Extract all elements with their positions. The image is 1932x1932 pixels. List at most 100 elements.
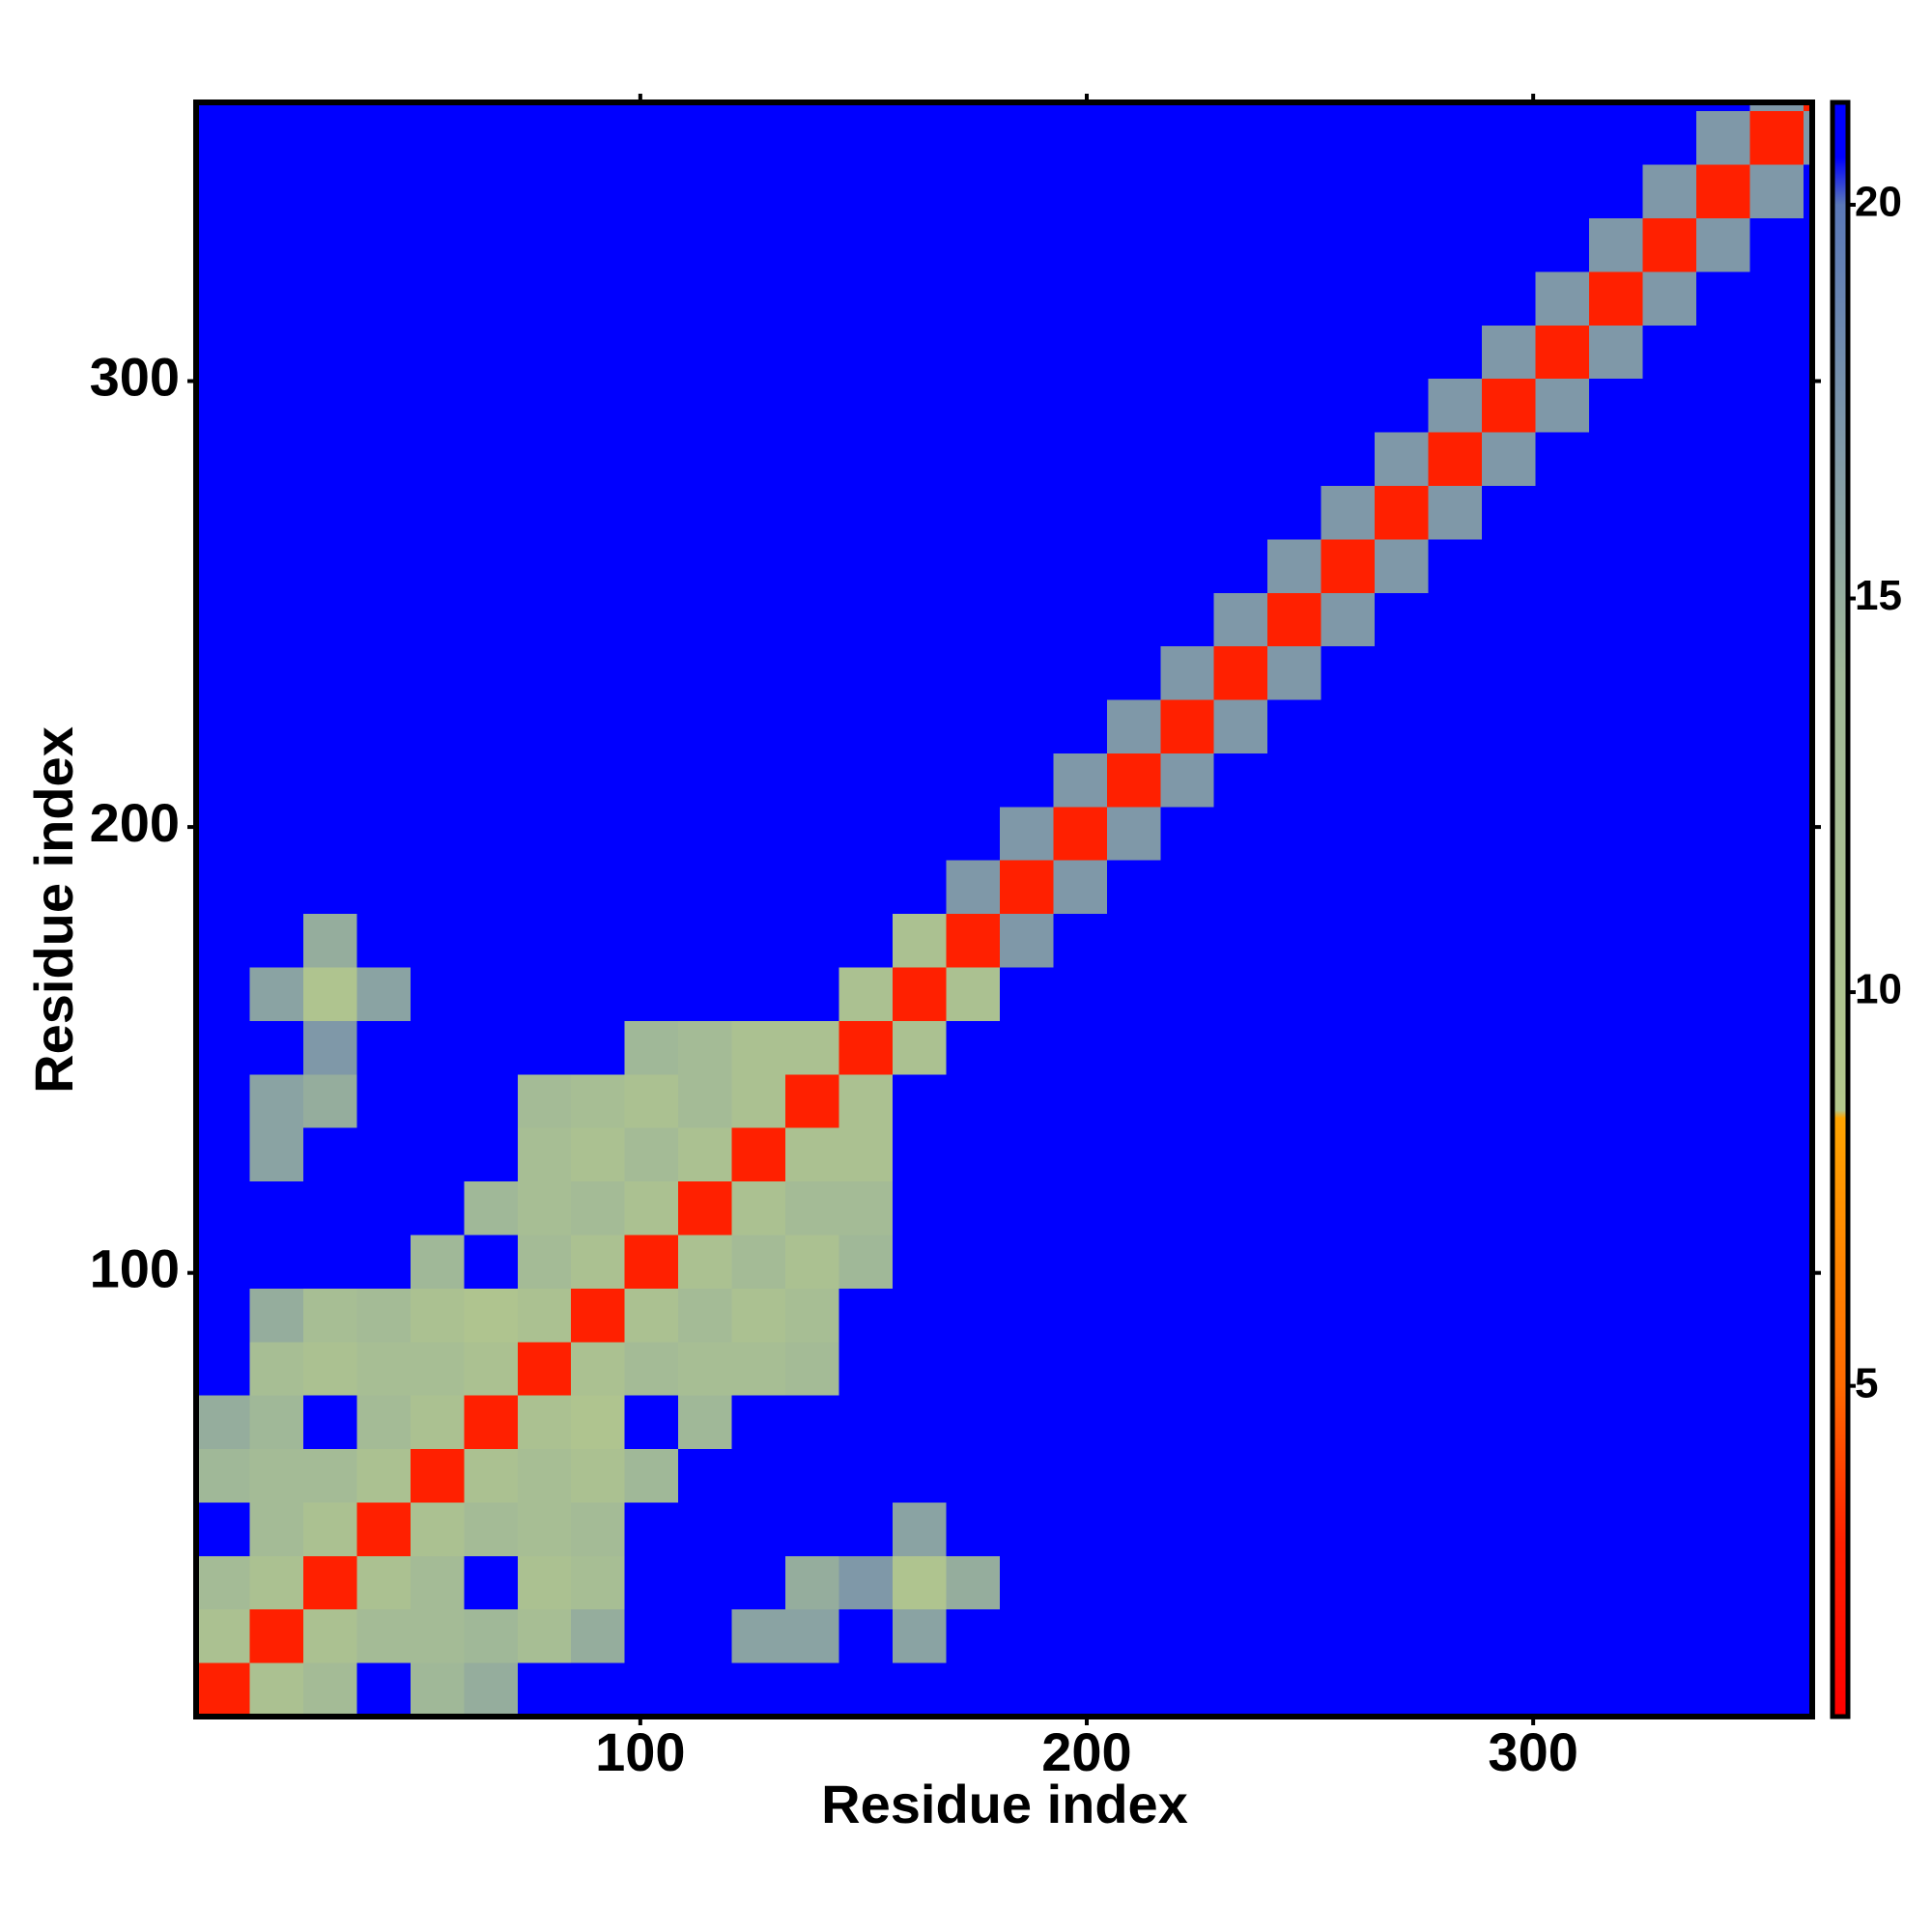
heatmap-cell [678, 1288, 732, 1343]
heatmap-cell [410, 1127, 465, 1182]
colorbar-segment [1833, 1118, 1848, 1386]
heatmap-cell [731, 807, 786, 861]
heatmap-cell [1267, 1502, 1321, 1556]
heatmap-cell [249, 967, 303, 1021]
heatmap-cell [1803, 860, 1812, 915]
heatmap-cell [1106, 111, 1161, 165]
heatmap-cell [249, 1181, 303, 1236]
heatmap-cell [1160, 485, 1214, 540]
heatmap-cell [571, 1449, 625, 1503]
heatmap-cell [1535, 1502, 1589, 1556]
heatmap-cell [571, 860, 625, 915]
heatmap-cell [1375, 111, 1429, 165]
heatmap-cell [731, 1074, 786, 1128]
heatmap-cell [946, 164, 1000, 219]
heatmap-cell [1321, 914, 1376, 968]
heatmap-cell [1535, 111, 1589, 165]
heatmap-cell [196, 1449, 250, 1503]
heatmap-cell [1642, 218, 1696, 272]
heatmap-cell [838, 218, 893, 272]
heatmap-cell [946, 1342, 1000, 1396]
heatmap-cell [1375, 967, 1429, 1021]
heatmap-cell [946, 111, 1000, 165]
heatmap-cell [1321, 592, 1376, 647]
heatmap-cell [1749, 432, 1804, 486]
heatmap-cell [302, 967, 357, 1021]
heatmap-cell [302, 592, 357, 647]
heatmap-cell [1106, 102, 1161, 112]
heatmap-cell [1428, 102, 1483, 112]
heatmap-cell [464, 1127, 518, 1182]
heatmap-cell [196, 1235, 250, 1289]
heatmap-cell [356, 807, 411, 861]
heatmap-cell [785, 379, 839, 433]
heatmap-cell [731, 699, 786, 753]
heatmap-cell [356, 1555, 411, 1610]
heatmap-cell [946, 1555, 1000, 1610]
heatmap-cell [1053, 325, 1107, 380]
heatmap-cell [1213, 485, 1268, 540]
heatmap-cell [1642, 967, 1696, 1021]
heatmap-cell [1695, 1449, 1750, 1503]
heatmap-cell [678, 807, 732, 861]
heatmap-cell [892, 1020, 947, 1075]
heatmap-cell [196, 1342, 250, 1396]
heatmap-cell [946, 967, 1000, 1021]
heatmap-cell [1642, 271, 1696, 326]
heatmap-cell [1482, 1181, 1536, 1236]
heatmap-cell [1053, 379, 1107, 433]
heatmap-cell [731, 218, 786, 272]
heatmap-cell [838, 807, 893, 861]
heatmap-cell [731, 1449, 786, 1503]
heatmap-cell [302, 539, 357, 593]
heatmap-cell [1695, 1181, 1750, 1236]
heatmap-cell [624, 1609, 679, 1663]
heatmap-cell [1106, 164, 1161, 219]
heatmap-cell [678, 1074, 732, 1128]
heatmap-cell [946, 379, 1000, 433]
heatmap-cell [999, 1288, 1054, 1343]
heatmap-cell [1267, 485, 1321, 540]
heatmap-cell [892, 102, 947, 112]
heatmap-cell [946, 1662, 1000, 1717]
heatmap-cell [1428, 1342, 1483, 1396]
heatmap-cell [678, 1449, 732, 1503]
heatmap-cell [678, 271, 732, 326]
heatmap-cell [249, 753, 303, 808]
heatmap-cell [302, 1395, 357, 1450]
heatmap-cell [999, 1662, 1054, 1717]
heatmap-cell [517, 379, 572, 433]
heatmap-cell [196, 1020, 250, 1075]
heatmap-cell [785, 1662, 839, 1717]
heatmap-cell [1428, 914, 1483, 968]
heatmap-cell [1213, 1395, 1268, 1450]
heatmap-cell [196, 753, 250, 808]
heatmap-cell [1535, 102, 1589, 112]
heatmap-cell [1160, 432, 1214, 486]
heatmap-cell [1803, 218, 1812, 272]
heatmap-cell [1106, 1181, 1161, 1236]
heatmap-cell [785, 485, 839, 540]
heatmap-cell [1213, 111, 1268, 165]
heatmap-cell [464, 1609, 518, 1663]
heatmap-cell [1321, 1181, 1376, 1236]
heatmap-cell [571, 753, 625, 808]
heatmap-cell [249, 379, 303, 433]
heatmap-cell [410, 1449, 465, 1503]
heatmap-cell [410, 102, 465, 112]
heatmap-cell [1160, 1449, 1214, 1503]
heatmap-cell [196, 1074, 250, 1128]
heatmap-cell [731, 1662, 786, 1717]
heatmap-cell [196, 485, 250, 540]
heatmap-cell [999, 699, 1054, 753]
heatmap-cell [1642, 111, 1696, 165]
heatmap-cell [624, 325, 679, 380]
heatmap-cell [1535, 432, 1589, 486]
heatmap-cell [946, 1288, 1000, 1343]
heatmap-cell [892, 592, 947, 647]
heatmap-cell [1321, 1020, 1376, 1075]
heatmap-cell [464, 967, 518, 1021]
heatmap-cell [999, 1127, 1054, 1182]
heatmap-cell [464, 1020, 518, 1075]
heatmap-cell [410, 699, 465, 753]
